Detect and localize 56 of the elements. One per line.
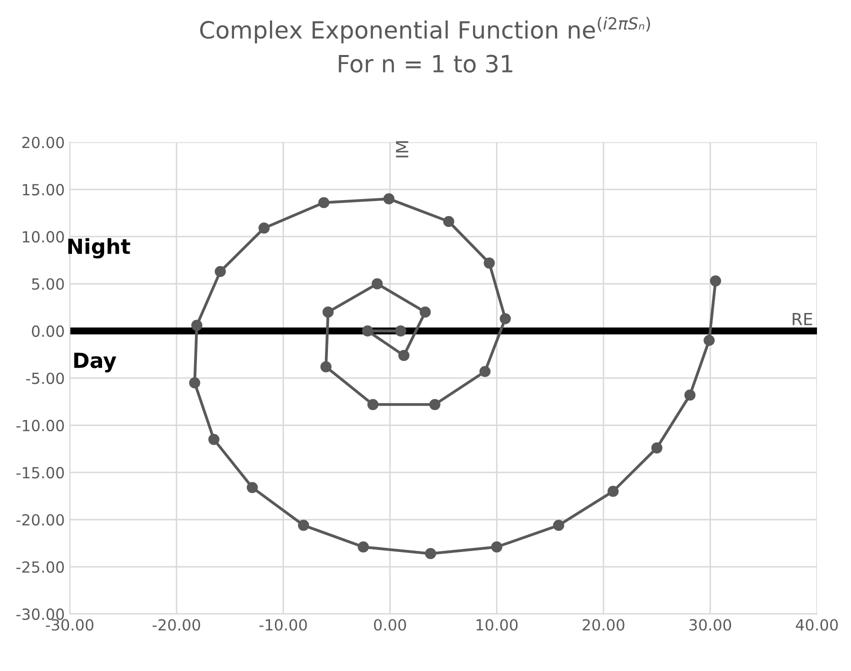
y-tick-label: 10.00: [22, 231, 64, 243]
point: [553, 520, 564, 531]
point: [651, 442, 662, 454]
chart-subtitle: For n = 1 to 31: [338, 54, 512, 73]
x-tick-label: 0.00: [374, 619, 406, 631]
x-axis-title: RE: [792, 312, 812, 326]
y-tick-label: 15.00: [22, 184, 64, 196]
y-tick-label: -30.00: [16, 608, 64, 620]
point: [684, 390, 696, 401]
x-tick-label: -20.00: [152, 619, 200, 631]
point: [191, 320, 202, 331]
point: [214, 266, 226, 278]
y-tick-label: -15.00: [16, 466, 64, 478]
point: [425, 548, 436, 560]
y-tick-label: 20.00: [22, 136, 64, 148]
point: [320, 361, 332, 372]
point: [491, 541, 502, 553]
y-tick-label: 0.00: [32, 325, 64, 337]
point: [362, 325, 374, 336]
point: [398, 350, 410, 362]
y-tick-label: -20.00: [16, 514, 64, 526]
point: [420, 306, 431, 318]
y-tick-label: 5.00: [32, 278, 64, 290]
y-axis-title: IM: [396, 141, 408, 158]
point: [318, 197, 330, 208]
x-tick-label: 10.00: [476, 619, 518, 631]
chart-title: Complex Exponential Function ne$^{(i2πSₙ)}$: [200, 16, 650, 44]
y-tick-label: -25.00: [16, 561, 64, 573]
point: [395, 325, 406, 336]
point: [608, 486, 619, 497]
point: [443, 216, 454, 228]
y-tick-label: -5.00: [26, 372, 64, 384]
point: [429, 398, 440, 410]
point: [484, 257, 495, 269]
point: [246, 482, 258, 494]
point: [372, 278, 383, 290]
point: [479, 366, 491, 378]
point: [208, 434, 220, 445]
x-tick-label: -10.00: [259, 619, 307, 631]
point: [189, 377, 200, 388]
point: [704, 334, 715, 346]
x-tick-label: 20.00: [582, 619, 624, 631]
annotation: Night: [68, 238, 130, 258]
point: [710, 275, 722, 286]
y-tick-label: -10.00: [16, 420, 64, 432]
annotation: Day: [74, 352, 116, 372]
point: [383, 193, 394, 204]
point: [298, 520, 310, 531]
point: [322, 306, 334, 318]
x-tick-label: 30.00: [690, 619, 732, 631]
point: [358, 541, 369, 553]
x-tick-label: -30.00: [46, 619, 94, 631]
x-tick-label: 40.00: [796, 619, 838, 631]
point: [367, 398, 378, 410]
point: [500, 313, 511, 324]
point: [258, 222, 270, 234]
